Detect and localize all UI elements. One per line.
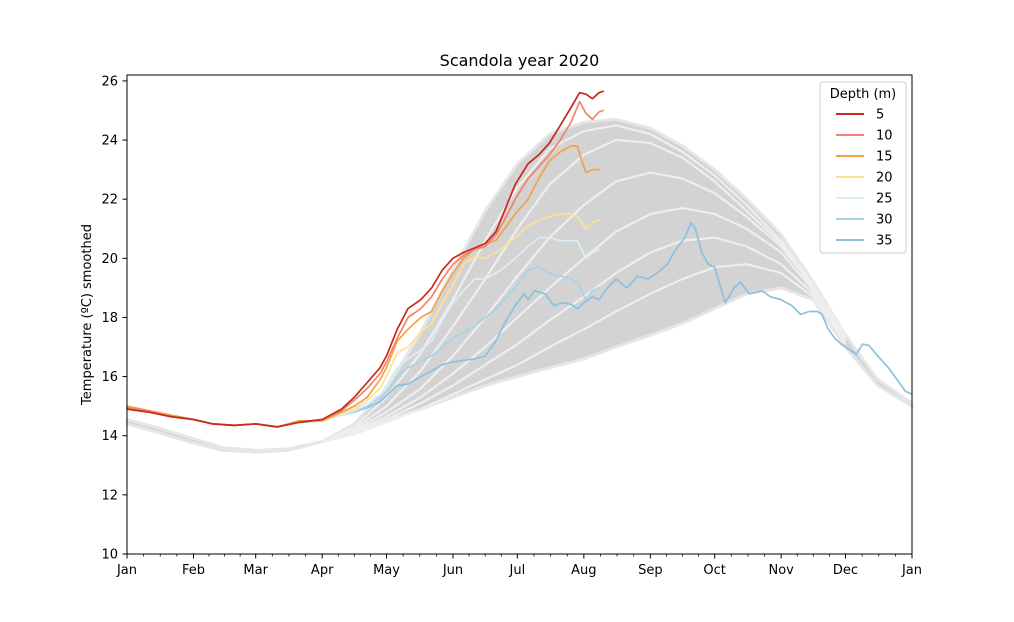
x-tick-label: May [373, 563, 400, 578]
legend-title: Depth (m) [830, 87, 897, 102]
legend-entries: 5 10 15 20 25 30 35 [836, 108, 893, 249]
legend-label: 15 [876, 150, 893, 165]
legend-entry-depth-15: 15 [836, 150, 893, 165]
y-tick-label: 12 [101, 488, 118, 503]
x-tick-label: Aug [571, 563, 596, 578]
y-tick-label: 20 [101, 252, 118, 267]
legend-label: 20 [876, 171, 893, 186]
legend-label: 25 [876, 192, 893, 207]
x-tick-label: Jan [116, 563, 137, 578]
x-tick-label: Sep [638, 563, 663, 578]
legend-entry-depth-30: 30 [836, 213, 893, 228]
y-tick-label: 18 [101, 311, 118, 326]
x-tick-label: Feb [182, 563, 205, 578]
climatology-line-4 [321, 207, 847, 443]
y-tick-label: 26 [101, 74, 118, 89]
plot-area [125, 90, 914, 454]
legend-label: 30 [876, 213, 893, 228]
y-tick-label: 14 [101, 429, 118, 444]
y-tick-label: 24 [101, 134, 118, 149]
x-tick-label: Apr [311, 563, 334, 578]
x-tick-label: Jul [509, 563, 526, 578]
legend-label: 5 [876, 108, 884, 123]
legend-entry-depth-35: 35 [836, 234, 893, 249]
y-axis-label: Temperature (ºC) smoothed [80, 224, 95, 406]
legend-entry-depth-25: 25 [836, 192, 893, 207]
y-tick-label: 22 [101, 193, 118, 208]
legend-entry-depth-5: 5 [836, 108, 884, 123]
y-tick-label: 10 [101, 548, 118, 563]
series-line-depth-35 [126, 221, 913, 428]
y-axis: 10 12 14 16 18 20 22 24 26 [101, 74, 127, 563]
legend-label: 10 [876, 129, 893, 144]
x-tick-label: Mar [243, 563, 268, 578]
x-axis: Jan Feb Mar Apr May Jun Jul Aug Sep Oct Nov Dec Jan [116, 554, 922, 578]
climatology-line-6 [321, 263, 847, 443]
series-lines-layer [126, 90, 913, 428]
x-tick-label: Jun [442, 563, 463, 578]
series-line-depth-5 [126, 90, 604, 428]
legend-entry-depth-10: 10 [836, 129, 893, 144]
x-tick-label: Nov [768, 563, 794, 578]
legend-entry-depth-20: 20 [836, 171, 893, 186]
chart-title: Scandola year 2020 [440, 51, 600, 70]
x-tick-label: Dec [833, 563, 858, 578]
x-tick-label: Jan [901, 563, 922, 578]
plot-frame [126, 74, 913, 555]
legend-box [819, 81, 907, 254]
legend: Depth (m) 5 10 15 20 25 30 35 [819, 81, 907, 254]
x-tick-label: Oct [703, 563, 725, 578]
legend-label: 35 [876, 234, 893, 249]
y-tick-label: 16 [101, 370, 118, 385]
climatology-line-3 [321, 171, 847, 443]
